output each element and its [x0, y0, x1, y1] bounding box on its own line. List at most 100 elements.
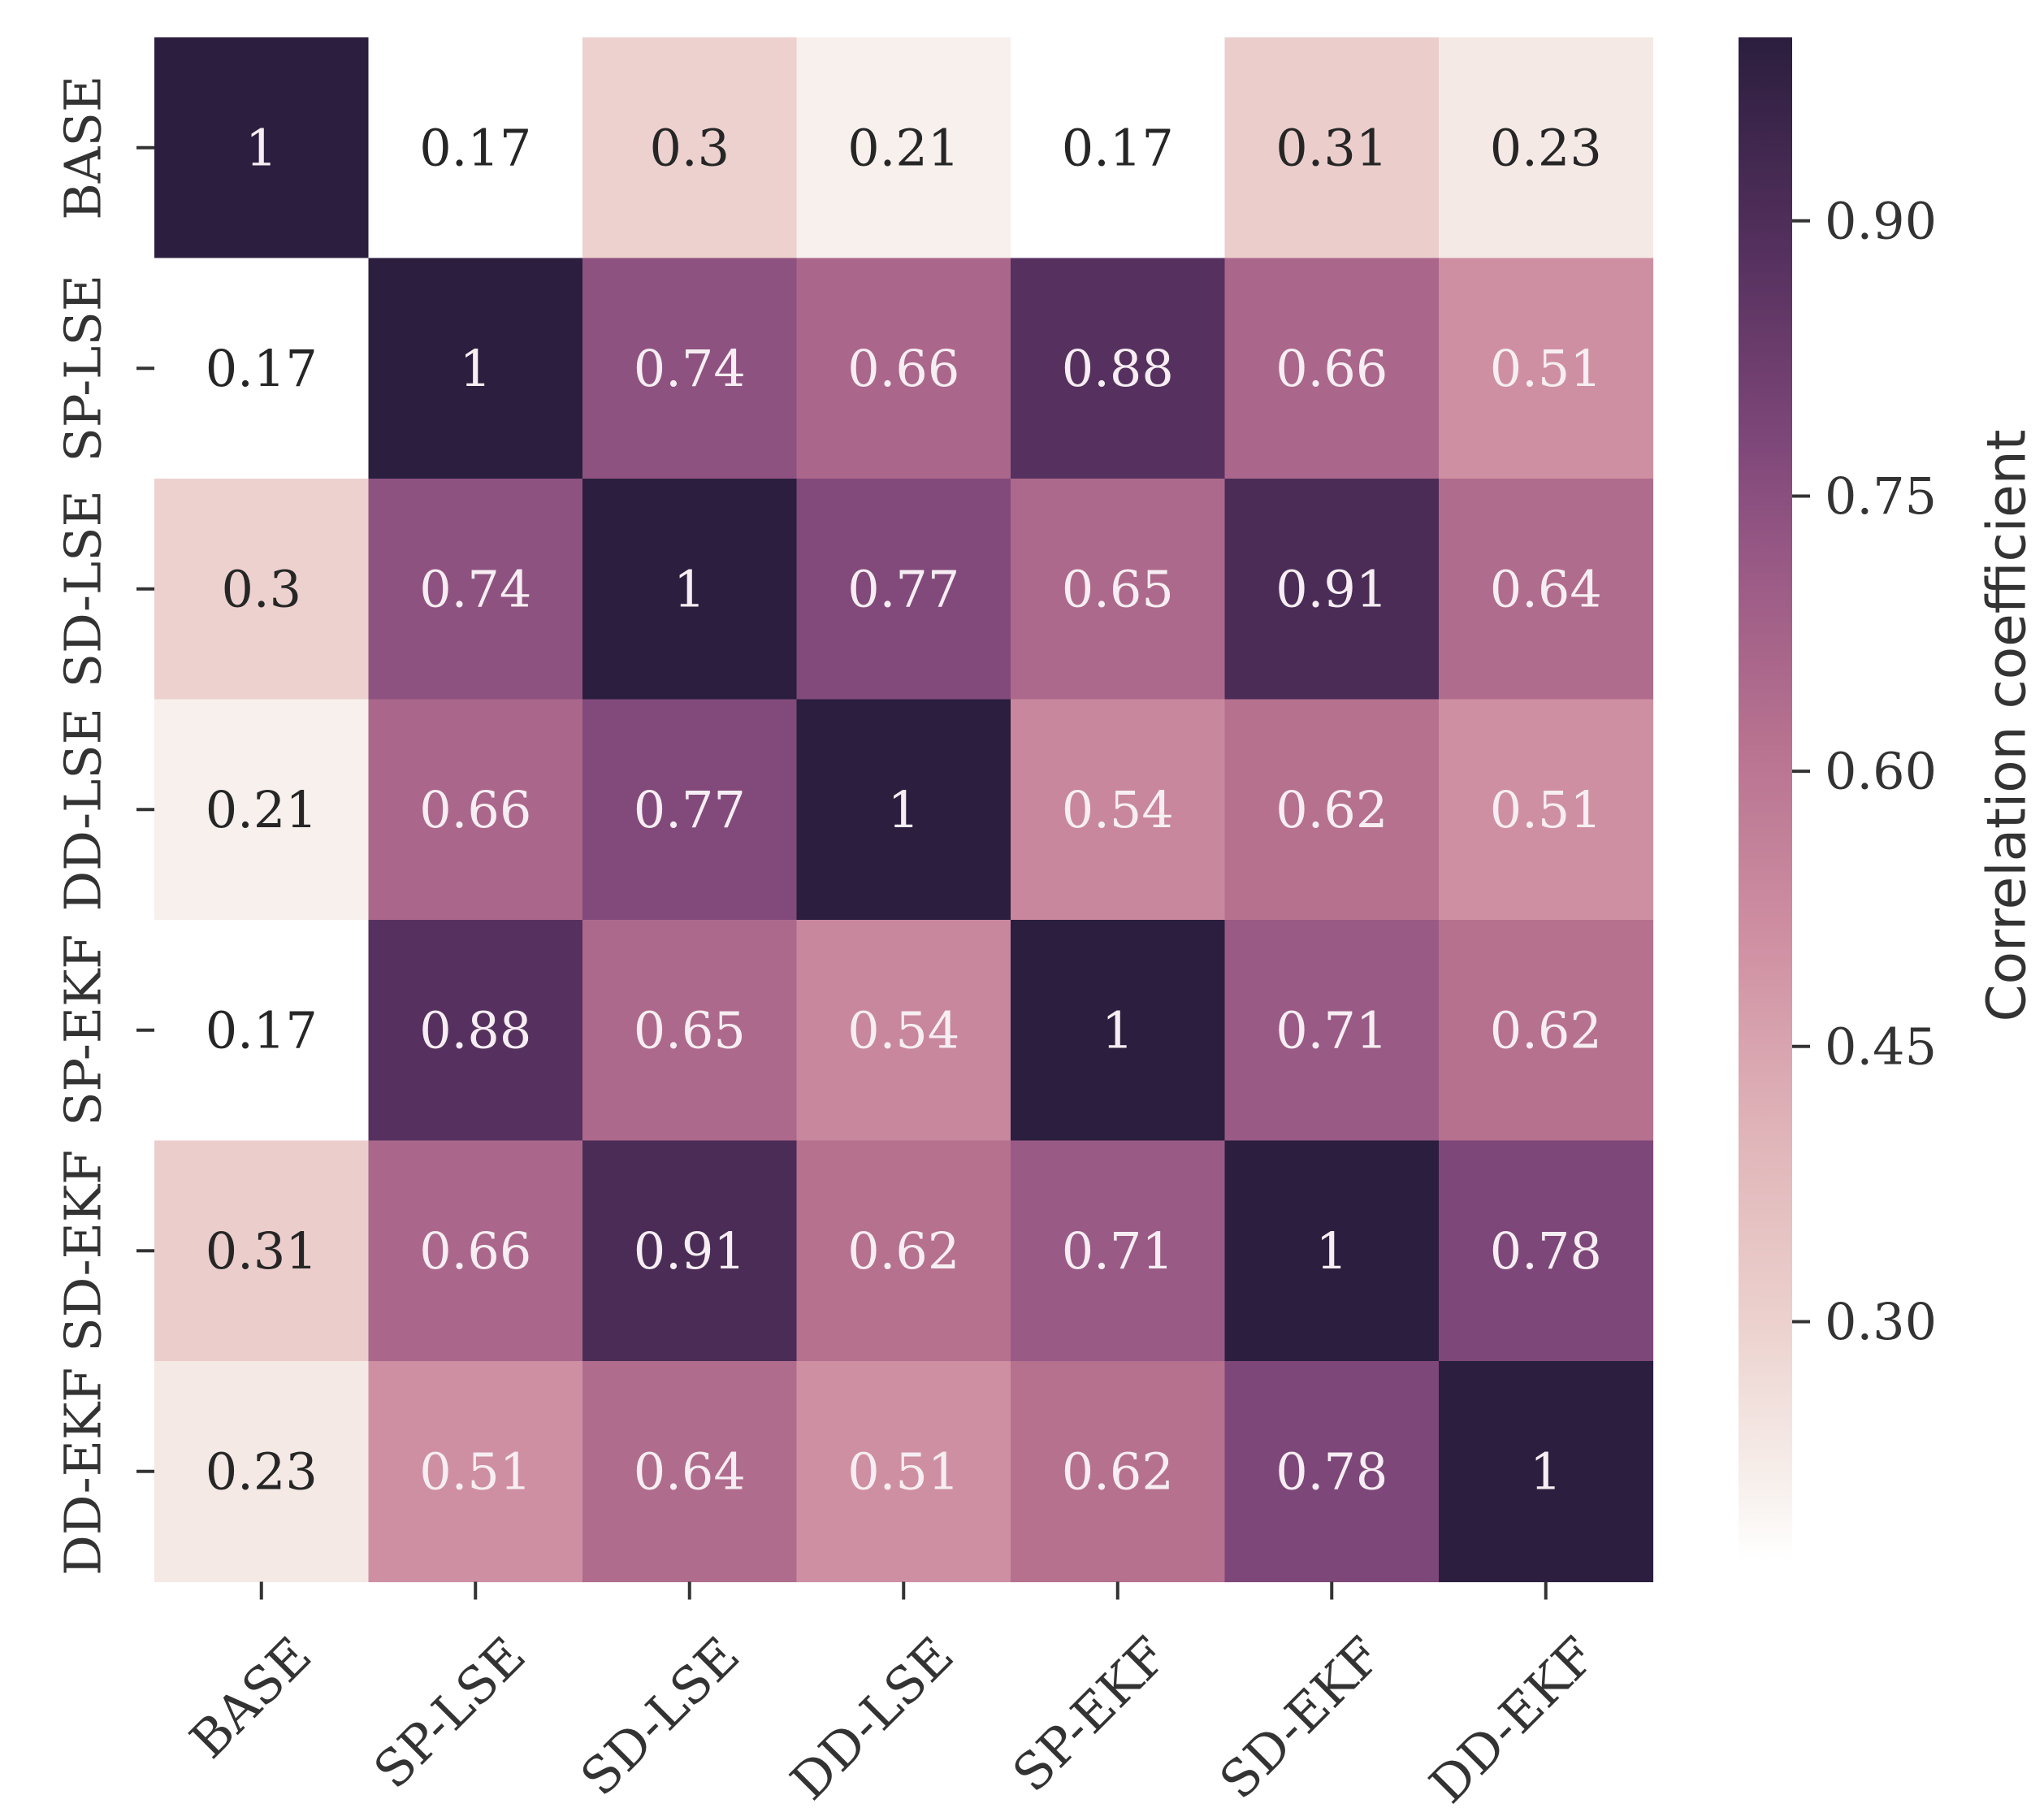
cell-value-label: 0.77: [847, 559, 959, 618]
heatmap-cell-SP-EKF-DD-EKF: [1439, 920, 1654, 1142]
heatmap-cell-SD-LSE-DD-EKF: [1439, 479, 1654, 700]
cell-value-label: 0.66: [419, 780, 531, 839]
heatmap-cell-BASE-DD-LSE: [796, 37, 1011, 259]
heatmap-cell-SD-LSE-SP-LSE: [368, 479, 583, 700]
cell-value-label: 0.65: [634, 1000, 746, 1060]
colorbar: 0.90 0.75 0.60 0.45 0.30 Correlation coeffic…: [1739, 37, 2038, 1560]
x-axis: BASE SP-LSE SD-LSE DD-LSE SP-EKF SD-EKF DD-EKF: [179, 1581, 1607, 1808]
heatmap-cell-SP-EKF-DD-LSE: [796, 920, 1011, 1142]
heatmap-cell-SP-LSE-BASE: [154, 258, 370, 479]
x-tick-label: SD-LSE: [569, 1625, 751, 1807]
heatmap-cell-SD-EKF-SD-EKF: [1224, 1140, 1440, 1362]
cell-value-label: 0.66: [419, 1221, 531, 1281]
cell-value-label: 0.91: [1275, 559, 1388, 618]
x-tick-label: SD-EKF: [1208, 1625, 1393, 1808]
heatmap-cell-SP-LSE-SD-LSE: [582, 258, 798, 479]
cell-value-label: 1: [245, 118, 277, 177]
heatmap-cell-DD-LSE-SD-EKF: [1224, 699, 1440, 921]
heatmap-cell-BASE-SP-EKF: [1011, 37, 1226, 259]
heatmap-cell-SP-LSE-DD-EKF: [1439, 258, 1654, 479]
cell-value-label: 0.71: [1275, 1000, 1388, 1060]
heatmap-cell-DD-LSE-DD-LSE: [796, 699, 1011, 921]
cell-value-label: 0.62: [1275, 780, 1388, 839]
cell-value-label: 0.3: [221, 559, 301, 618]
heatmap-cell-DD-LSE-SD-LSE: [582, 699, 798, 921]
y-tick-label: DD-LSE: [54, 708, 113, 911]
cell-value-label: 0.51: [1490, 780, 1602, 839]
cell-value-label: 0.17: [206, 1000, 318, 1060]
heatmap-cell-SD-LSE-BASE: [154, 479, 370, 700]
x-tick-label: DD-LSE: [779, 1625, 965, 1808]
cell-value-label: 0.64: [1490, 559, 1602, 618]
cell-value-label: 0.21: [847, 118, 959, 177]
cell-value-label: 0.65: [1062, 559, 1174, 618]
heatmap-cell-DD-EKF-SP-LSE: [368, 1361, 583, 1583]
heatmap-cell-DD-EKF-DD-EKF: [1439, 1361, 1654, 1583]
cell-value-label: 0.23: [1490, 118, 1602, 177]
colorbar-label: Correlation coefficient: [1976, 430, 2038, 1022]
cell-value-label: 0.17: [206, 339, 318, 398]
y-tick-label: SD-LSE: [54, 490, 113, 687]
cell-value-label: 0.17: [419, 118, 531, 177]
cell-value-label: 0.66: [847, 339, 959, 398]
y-tick-label: SP-LSE: [54, 275, 113, 462]
cell-value-label: 0.91: [634, 1221, 746, 1281]
heatmap-cell-DD-EKF-SD-LSE: [582, 1361, 798, 1583]
cell-value-label: 1: [460, 339, 492, 398]
heatmap-cell-SP-LSE-SD-EKF: [1224, 258, 1440, 479]
x-tick-label: SP-EKF: [1001, 1625, 1179, 1803]
cell-value-label: 0.3: [649, 118, 730, 177]
colorbar-tick-label: 0.45: [1825, 1017, 1937, 1076]
heatmap-cell-SD-LSE-DD-LSE: [796, 479, 1011, 700]
cell-value-label: 0.71: [1062, 1221, 1174, 1281]
colorbar-ticks: 0.90 0.75 0.60 0.45 0.30: [1792, 191, 1937, 1351]
cell-value-label: 0.62: [1490, 1000, 1602, 1060]
x-tick-label: DD-EKF: [1418, 1625, 1607, 1808]
cell-value-label: 1: [1316, 1221, 1348, 1281]
cell-value-label: 0.62: [1062, 1442, 1174, 1501]
cell-value-label: 0.74: [419, 559, 531, 618]
heatmap-cell-SD-EKF-DD-EKF: [1439, 1140, 1654, 1362]
colorbar-gradient: [1739, 37, 1792, 1560]
cell-value-label: 0.54: [1062, 780, 1174, 839]
cell-value-label: 0.88: [1062, 339, 1174, 398]
heatmap-cell-SP-EKF-SP-EKF: [1011, 920, 1226, 1142]
y-axis: BASE SP-LSE SD-LSE DD-LSE SP-EKF SD-EKF DD-EKF: [54, 76, 154, 1576]
heatmap-cell-SD-LSE-SD-LSE: [582, 479, 798, 700]
heatmap-cell-BASE-SP-LSE: [368, 37, 583, 259]
heatmap-cell-SP-LSE-SP-LSE: [368, 258, 583, 479]
cell-value-label: 0.62: [847, 1221, 959, 1281]
heatmap-cell-DD-EKF-BASE: [154, 1361, 370, 1583]
cell-value-label: 0.78: [1490, 1221, 1602, 1281]
heatmap-cell-DD-LSE-SP-LSE: [368, 699, 583, 921]
heatmap-cell-SP-LSE-DD-LSE: [796, 258, 1011, 479]
heatmap-cell-SP-EKF-BASE: [154, 920, 370, 1142]
cell-value-label: 0.88: [419, 1000, 531, 1060]
x-tick-label: SP-LSE: [362, 1625, 537, 1800]
cell-value-label: 0.78: [1275, 1442, 1388, 1501]
heatmap-cell-BASE-BASE: [154, 37, 370, 259]
heatmap-cell-DD-LSE-SP-EKF: [1011, 699, 1226, 921]
cell-value-label: 0.17: [1062, 118, 1174, 177]
heatmap-cell-DD-EKF-DD-LSE: [796, 1361, 1011, 1583]
colorbar-tick-label: 0.30: [1825, 1292, 1937, 1351]
heatmap-cell-DD-EKF-SD-EKF: [1224, 1361, 1440, 1583]
cell-value-label: 0.77: [634, 780, 746, 839]
cell-value-label: 1: [888, 780, 920, 839]
cell-value-label: 0.21: [206, 780, 318, 839]
cell-value-label: 0.31: [1275, 118, 1388, 177]
cell-value-label: 1: [1530, 1442, 1561, 1501]
heatmap-cells: 1 0.17 0.3 0.21 0.17 0.31 0.230.17 1 0.74 0.66 0.8…: [154, 37, 1654, 1583]
cell-value-label: 1: [673, 559, 705, 618]
cell-value-label: 0.74: [634, 339, 746, 398]
y-tick-label: DD-EKF: [54, 1368, 113, 1576]
heatmap-cell-DD-LSE-DD-EKF: [1439, 699, 1654, 921]
x-tick-label: BASE: [179, 1625, 323, 1770]
heatmap-cell-SP-LSE-SP-EKF: [1011, 258, 1226, 479]
cell-value-label: 0.51: [847, 1442, 959, 1501]
heatmap-cell-SD-EKF-SD-LSE: [582, 1140, 798, 1362]
heatmap-cell-BASE-SD-LSE: [582, 37, 798, 259]
heatmap-cell-SD-EKF-BASE: [154, 1140, 370, 1362]
